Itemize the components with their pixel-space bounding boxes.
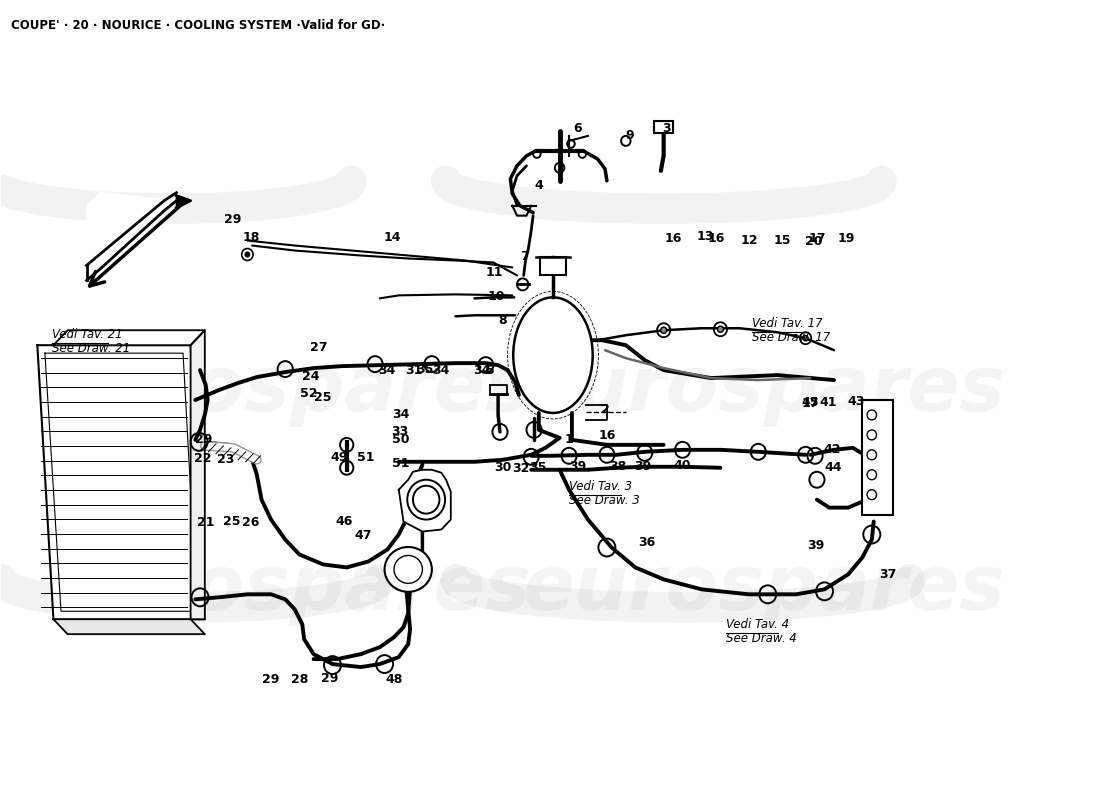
- Text: eurospares: eurospares: [48, 353, 531, 427]
- Text: 29: 29: [224, 213, 242, 226]
- Text: 41: 41: [820, 397, 837, 410]
- Text: 17: 17: [808, 232, 826, 245]
- Text: 1: 1: [564, 434, 573, 446]
- Text: 39: 39: [569, 460, 586, 474]
- Text: eurospares: eurospares: [521, 552, 1004, 626]
- Text: 49: 49: [330, 451, 348, 464]
- Text: 46: 46: [336, 515, 353, 528]
- Text: 27: 27: [309, 341, 327, 354]
- Polygon shape: [176, 196, 190, 208]
- Text: 35: 35: [417, 362, 433, 376]
- Text: 38: 38: [609, 460, 627, 474]
- Text: 8: 8: [498, 314, 507, 326]
- Circle shape: [717, 326, 724, 332]
- Text: 39: 39: [635, 460, 651, 474]
- Text: 9: 9: [625, 130, 634, 142]
- Text: 30: 30: [494, 462, 512, 474]
- Text: 34: 34: [392, 409, 409, 422]
- Text: Vedi Tav. 21: Vedi Tav. 21: [52, 328, 122, 342]
- Text: 21: 21: [197, 516, 215, 529]
- Text: 24: 24: [302, 370, 319, 382]
- Text: 44: 44: [824, 462, 842, 474]
- Text: 19: 19: [837, 232, 855, 245]
- Text: 40: 40: [674, 459, 691, 472]
- Text: 51: 51: [392, 458, 409, 470]
- Text: 25: 25: [315, 390, 332, 403]
- Text: 15: 15: [773, 234, 791, 247]
- Text: 25: 25: [222, 515, 240, 528]
- Text: 34: 34: [377, 364, 395, 377]
- Text: 35: 35: [529, 462, 547, 474]
- Ellipse shape: [385, 547, 432, 592]
- Text: 36: 36: [638, 536, 656, 549]
- Bar: [654, 121, 673, 133]
- Polygon shape: [87, 193, 186, 281]
- Text: See Draw. 21: See Draw. 21: [52, 342, 130, 355]
- Text: 2: 2: [601, 403, 609, 417]
- Text: 18: 18: [242, 231, 260, 244]
- Text: 12: 12: [741, 234, 759, 247]
- Text: eurospares: eurospares: [521, 353, 1004, 427]
- Text: 50: 50: [392, 434, 409, 446]
- Text: 13: 13: [696, 230, 714, 243]
- Text: 7: 7: [520, 250, 529, 263]
- Text: 42: 42: [823, 443, 840, 456]
- Text: 45: 45: [802, 397, 820, 410]
- Polygon shape: [54, 619, 205, 634]
- Polygon shape: [54, 330, 205, 345]
- Text: 11: 11: [485, 266, 503, 279]
- Text: Vedi Tav. 4: Vedi Tav. 4: [726, 618, 789, 631]
- Text: 10: 10: [487, 290, 505, 303]
- Text: eurospares: eurospares: [48, 552, 531, 626]
- Text: 34: 34: [473, 364, 491, 377]
- Ellipse shape: [514, 298, 593, 413]
- Text: 43: 43: [847, 395, 865, 409]
- Text: 29: 29: [321, 671, 339, 685]
- Text: 48: 48: [385, 673, 403, 686]
- Text: See Draw. 4: See Draw. 4: [726, 632, 796, 645]
- Text: 33: 33: [392, 426, 408, 438]
- Text: Vedi Tav. 17: Vedi Tav. 17: [751, 318, 823, 330]
- Text: 26: 26: [242, 516, 260, 529]
- Text: 31: 31: [405, 364, 422, 377]
- Text: See Draw. 3: See Draw. 3: [569, 494, 640, 506]
- Text: 29: 29: [195, 434, 212, 446]
- Text: 4: 4: [535, 179, 543, 192]
- Text: 52: 52: [300, 386, 318, 399]
- Text: 28: 28: [290, 673, 308, 686]
- Text: See Draw. 17: See Draw. 17: [751, 331, 829, 344]
- Text: 51: 51: [356, 451, 374, 464]
- Text: 23: 23: [217, 454, 234, 466]
- Text: 14: 14: [384, 231, 400, 244]
- Text: 16: 16: [598, 430, 616, 442]
- Ellipse shape: [394, 555, 422, 583]
- Text: 47: 47: [354, 529, 372, 542]
- Text: 20: 20: [805, 235, 823, 248]
- Text: 29: 29: [262, 673, 279, 686]
- Polygon shape: [37, 345, 205, 619]
- Text: 16: 16: [708, 232, 725, 245]
- Text: 32: 32: [513, 462, 529, 475]
- Text: 22: 22: [195, 452, 211, 466]
- Text: 34: 34: [431, 364, 449, 377]
- Text: Vedi Tav. 3: Vedi Tav. 3: [569, 480, 632, 493]
- Text: 39: 39: [807, 539, 825, 552]
- Text: 3: 3: [662, 122, 671, 135]
- Text: 16: 16: [664, 232, 682, 245]
- Polygon shape: [399, 470, 451, 531]
- Polygon shape: [190, 330, 205, 619]
- Text: COUPE' · 20 · NOURICE · COOLING SYSTEM ·Valid for GD·: COUPE' · 20 · NOURICE · COOLING SYSTEM ·…: [11, 19, 385, 32]
- Bar: [540, 258, 566, 275]
- Text: 6: 6: [573, 122, 582, 135]
- Bar: [862, 400, 892, 514]
- Text: 17: 17: [802, 398, 820, 410]
- Circle shape: [245, 252, 250, 257]
- Circle shape: [661, 327, 667, 334]
- Circle shape: [803, 335, 808, 341]
- Text: 5: 5: [486, 364, 495, 377]
- Text: 37: 37: [879, 568, 896, 581]
